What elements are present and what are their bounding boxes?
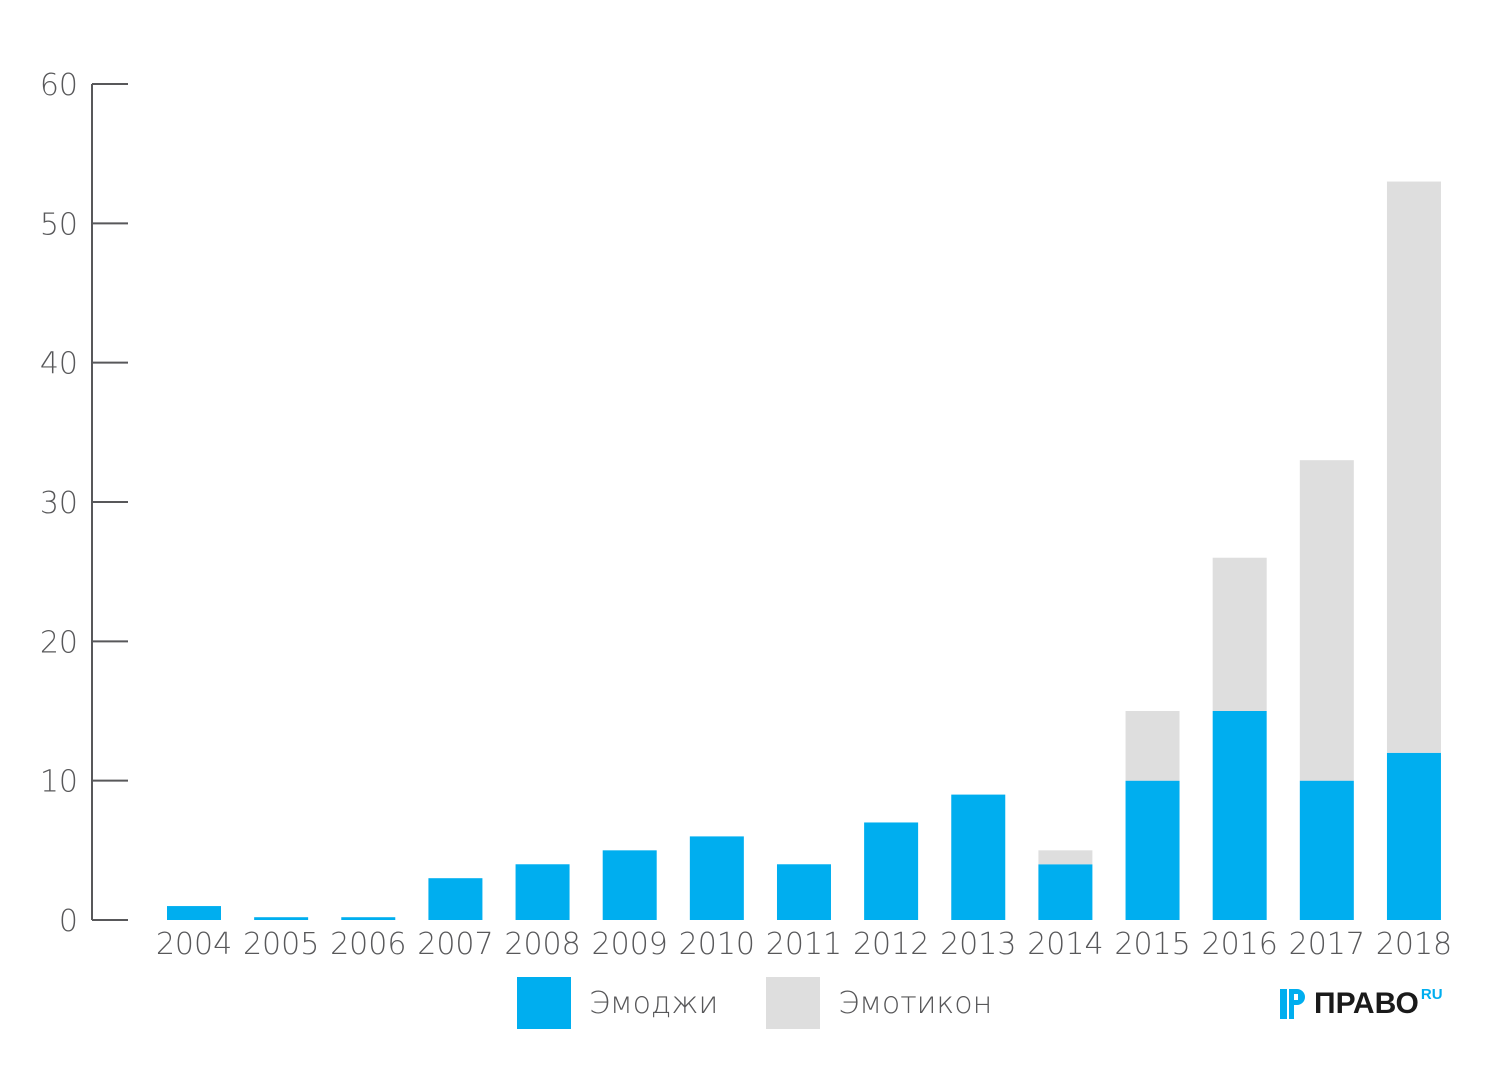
x-tick-label-2017: 2017 (1289, 927, 1365, 962)
x-tick-label-2014: 2014 (1027, 927, 1103, 962)
legend-item-emoticon: Эмотикон (766, 977, 992, 1029)
bar-emoji-2008 (515, 864, 570, 920)
pravo-ru-logo: ПРАВО RU (1280, 986, 1443, 1022)
bar-emoji-2011 (776, 864, 831, 920)
bar-emoji-2013 (951, 794, 1006, 920)
bar-emoji-2015 (1125, 780, 1180, 920)
x-axis-labels: 2004 2005 2006 2007 2008 2009 2010 2011 2012 2013… (156, 927, 1452, 962)
pravo-logo-icon (1280, 989, 1306, 1019)
x-tick-label-2013: 2013 (940, 927, 1016, 962)
legend-label-emoji: Эмоджи (589, 985, 719, 1021)
x-tick-label-2011: 2011 (766, 927, 842, 962)
x-tick-label-2008: 2008 (504, 927, 580, 962)
bar-emoticon-2017 (1299, 460, 1354, 781)
x-tick-label-2012: 2012 (853, 927, 929, 962)
x-tick-label-2018: 2018 (1376, 927, 1452, 962)
y-tick-label: 20 (40, 625, 78, 660)
y-tick-label: 0 (59, 904, 78, 939)
bar-emoji-2017 (1299, 780, 1354, 920)
x-tick-label-2004: 2004 (156, 927, 232, 962)
legend: Эмоджи Эмотикон (517, 977, 1016, 1029)
bar-emoticon-2018 (1386, 181, 1441, 753)
bar-emoji-2016 (1212, 711, 1267, 920)
bar-emoji-2014 (1038, 864, 1093, 920)
y-tick-label: 40 (40, 347, 78, 382)
bar-emoji-2006 (341, 917, 396, 920)
bar-emoji-2004 (167, 906, 221, 920)
bars-group (167, 181, 1441, 920)
x-tick-label-2006: 2006 (330, 927, 406, 962)
bar-emoticon-2015 (1125, 711, 1180, 781)
y-axis: 0 10 20 30 40 50 60 (40, 68, 128, 939)
bar-emoji-2005 (254, 917, 309, 920)
bar-emoji-2007 (428, 878, 483, 920)
bar-emoji-2010 (689, 836, 744, 920)
logo-suffix: RU (1420, 986, 1443, 1003)
x-tick-label-2005: 2005 (243, 927, 319, 962)
legend-swatch-emoji (517, 977, 571, 1029)
bar-emoji-2018 (1386, 752, 1441, 920)
legend-label-emoticon: Эмотикон (838, 985, 993, 1021)
y-tick-label: 60 (40, 68, 78, 103)
bar-emoticon-2014 (1038, 850, 1093, 865)
x-tick-label-2007: 2007 (417, 927, 493, 962)
x-tick-label-2016: 2016 (1202, 927, 1278, 962)
bar-emoticon-2016 (1212, 557, 1267, 711)
legend-swatch-emoticon (766, 977, 821, 1029)
y-tick-label: 50 (40, 207, 78, 242)
y-tick-label: 30 (40, 486, 78, 521)
logo-text: ПРАВО (1314, 987, 1419, 1020)
y-tick-label: 10 (40, 765, 78, 800)
x-tick-label-2010: 2010 (679, 927, 755, 962)
x-tick-label-2009: 2009 (592, 927, 668, 962)
legend-item-emoji: Эмоджи (517, 977, 742, 1029)
bar-emoji-2012 (864, 822, 919, 920)
bar-emoji-2009 (602, 850, 657, 920)
x-tick-label-2015: 2015 (1114, 927, 1190, 962)
